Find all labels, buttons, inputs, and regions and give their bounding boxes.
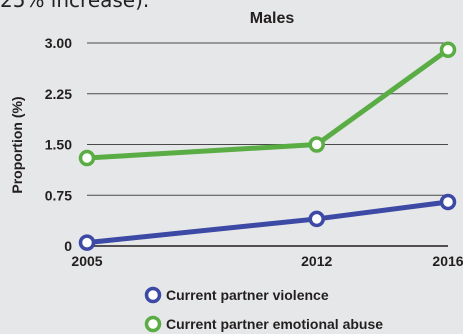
y-tick-label: 0 <box>64 238 72 254</box>
data-point <box>308 210 325 228</box>
legend-label: Current partner violence <box>166 287 329 303</box>
data-point <box>439 193 457 211</box>
legend-label: Current partner emotional abuse <box>166 316 383 332</box>
series-line-2 <box>86 47 450 161</box>
caption-fragment: 25% increase). <box>0 0 150 12</box>
data-point <box>78 149 96 167</box>
y-tick-label: 3.00 <box>45 35 72 51</box>
x-tick-label: 2012 <box>301 253 332 269</box>
chart-title: Males <box>250 10 295 27</box>
data-point <box>78 234 96 251</box>
data-point <box>308 136 325 153</box>
legend-marker <box>144 315 162 333</box>
y-tick-label: 1.50 <box>45 137 72 153</box>
x-tick-label: 2005 <box>71 253 102 269</box>
y-axis-label: Proportion (%) <box>9 96 25 193</box>
y-tick-label: 0.75 <box>45 187 72 203</box>
x-tick-label: 2016 <box>432 253 463 269</box>
legend-marker <box>144 286 162 304</box>
y-tick-label: 2.25 <box>45 86 72 102</box>
data-point <box>439 41 457 59</box>
series-line-1 <box>86 199 449 246</box>
